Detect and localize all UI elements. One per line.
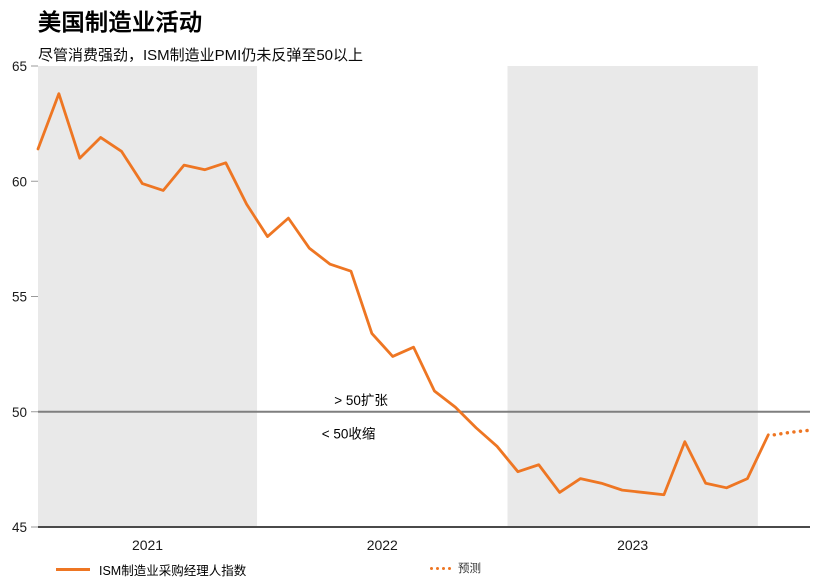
chart-title: 美国制造业活动 — [38, 9, 203, 35]
legend-label-forecast: 预测 — [458, 563, 481, 575]
legend-item-forecast: 预测 — [430, 560, 481, 576]
x-tick-label-2022: 2022 — [367, 537, 398, 553]
y-tick-label: 55 — [12, 290, 27, 305]
forecast-line — [772, 428, 812, 437]
x-tick-label-2021: 2021 — [132, 537, 163, 553]
annotation-expansion: > 50扩张 — [334, 393, 388, 408]
legend-label-pmi: ISM制造业采购经理人指数 — [99, 564, 247, 578]
pmi-line-swatch — [56, 568, 90, 571]
y-tick-label: 60 — [12, 174, 27, 189]
y-tick-label: 65 — [12, 59, 27, 74]
year-band-2023 — [507, 66, 758, 527]
y-tick-label: 50 — [12, 405, 27, 420]
chart-subtitle: 尽管消费强劲，ISM制造业PMI仍未反弹至50以上 — [38, 47, 364, 64]
pmi-line-chart: 2021 2022 2023 45 50 55 60 65 > 50扩张 < 50收缩 — [12, 59, 812, 553]
chart-header: 美国制造业活动 尽管消费强劲，ISM制造业PMI仍未反弹至50以上 — [38, 3, 363, 65]
legend-item-pmi: ISM制造业采购经理人指数 — [56, 560, 246, 579]
forecast-dots-swatch — [430, 566, 451, 570]
annotation-contraction: < 50收缩 — [322, 426, 376, 441]
legend: ISM制造业采购经理人指数 预测 — [0, 558, 819, 583]
x-tick-label-2023: 2023 — [617, 537, 648, 553]
pmi-line — [36, 92, 770, 497]
y-tick-label: 45 — [12, 520, 27, 535]
